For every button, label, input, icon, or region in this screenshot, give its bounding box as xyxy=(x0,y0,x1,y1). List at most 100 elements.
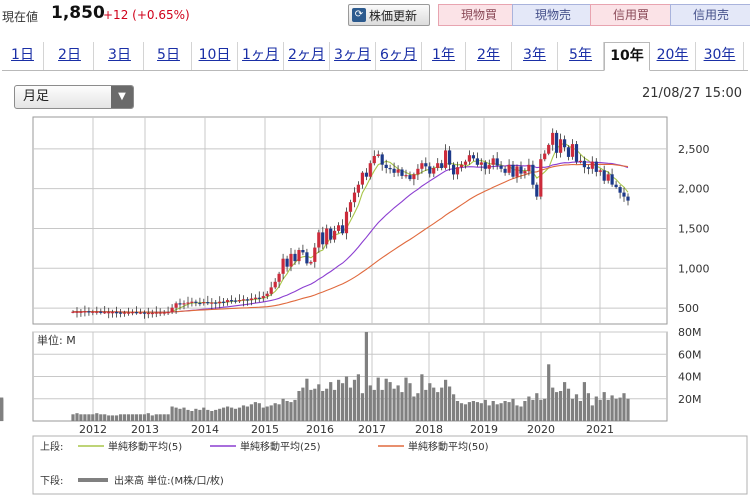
volume-bar xyxy=(400,392,404,421)
volume-bar xyxy=(467,402,471,421)
candle-body xyxy=(566,147,571,157)
tab-10y[interactable]: 10年 xyxy=(604,42,650,71)
candle-body xyxy=(487,164,491,169)
candle-body xyxy=(162,312,166,314)
candle-body xyxy=(241,299,246,301)
margin-sell-button[interactable]: 信用売 xyxy=(670,4,750,26)
candle-body xyxy=(570,144,575,157)
period-select[interactable]: 月足 ▼ xyxy=(14,85,134,109)
volume-bar xyxy=(269,405,273,421)
tab-6m[interactable]: 6ヶ月 xyxy=(376,42,422,70)
volume-bar xyxy=(325,388,329,421)
candle-body xyxy=(190,301,194,303)
candle-body xyxy=(206,302,210,304)
volume-bar xyxy=(178,408,182,421)
candle-body xyxy=(376,154,380,156)
candle-body xyxy=(602,170,606,181)
volume-tick-label: 20M xyxy=(678,393,702,406)
candle-body xyxy=(574,144,579,162)
tab-5d[interactable]: 5日 xyxy=(146,42,192,70)
volume-bar xyxy=(253,402,257,421)
margin-buy-button[interactable]: 信用買 xyxy=(590,4,672,26)
candle-body xyxy=(467,155,471,162)
tab-3y[interactable]: 3年 xyxy=(512,42,558,70)
stock-chart: 2012 2013 2014 2015 2016 2017 2018 2019 2020 2021… xyxy=(0,116,748,495)
volume-bar xyxy=(122,414,127,421)
tab-5y[interactable]: 5年 xyxy=(558,42,604,70)
refresh-price-label: 株価更新 xyxy=(369,8,418,23)
volume-bar xyxy=(79,414,83,421)
tab-1d[interactable]: 1日 xyxy=(2,42,44,70)
volume-bar xyxy=(495,404,499,421)
volume-bar xyxy=(551,387,555,421)
candle-body xyxy=(87,311,91,313)
candle-body xyxy=(594,161,598,172)
candle-body xyxy=(115,312,119,314)
volume-bar xyxy=(305,378,309,421)
volume-bar xyxy=(432,387,436,421)
tab-1y[interactable]: 1年 xyxy=(422,42,466,70)
volume-tick-label: 60M xyxy=(678,348,702,361)
volume-bar xyxy=(281,398,285,422)
candle-body xyxy=(590,161,594,169)
volume-bar xyxy=(618,397,622,421)
volume-bar xyxy=(491,401,495,421)
chevron-down-icon: ▼ xyxy=(111,86,133,108)
volume-bar xyxy=(440,387,444,421)
candle-body xyxy=(249,298,253,301)
candle-body xyxy=(210,302,214,304)
candle-body xyxy=(83,311,87,313)
tab-3m[interactable]: 3ヶ月 xyxy=(330,42,376,70)
volume-bar xyxy=(614,398,618,422)
volume-bar xyxy=(119,414,123,421)
tab-3d[interactable]: 3日 xyxy=(96,42,144,70)
tab-10d[interactable]: 10日 xyxy=(192,42,238,70)
tab-2y[interactable]: 2年 xyxy=(466,42,512,70)
volume-tick-label: 40M xyxy=(678,371,702,384)
candle-body xyxy=(614,184,618,188)
legend-item-label: 単純移動平均(25) xyxy=(240,440,321,453)
candle-body xyxy=(436,163,440,168)
candle-body xyxy=(618,187,622,193)
candle-body xyxy=(555,132,559,153)
tab-1m[interactable]: 1ヶ月 xyxy=(238,42,284,70)
candle-body xyxy=(578,160,582,162)
volume-bar xyxy=(170,406,174,421)
candle-body xyxy=(317,232,321,248)
candle-body xyxy=(503,168,507,173)
volume-bar xyxy=(126,414,131,421)
candle-body xyxy=(297,250,301,262)
volume-bar xyxy=(582,382,586,421)
cash-buy-button[interactable]: 現物買 xyxy=(438,4,520,26)
tab-2m[interactable]: 2ヶ月 xyxy=(284,42,330,70)
candle-body xyxy=(341,225,345,234)
candle-body xyxy=(356,184,360,193)
volume-bar xyxy=(424,389,428,421)
candle-body xyxy=(154,312,158,314)
candle-body xyxy=(178,303,182,305)
candle-body xyxy=(313,247,317,262)
candle-body xyxy=(531,164,535,185)
volume-bar xyxy=(107,415,111,421)
tab-20y[interactable]: 20年 xyxy=(650,42,696,70)
cash-sell-button[interactable]: 現物売 xyxy=(512,4,594,26)
volume-bar xyxy=(190,411,194,421)
volume-bar xyxy=(344,376,349,421)
candle-body xyxy=(99,311,103,313)
tab-2d[interactable]: 2日 xyxy=(46,42,94,70)
volume-bar xyxy=(463,404,468,421)
volume-bar xyxy=(360,393,364,421)
refresh-price-button[interactable]: ⟳ 株価更新 xyxy=(348,4,430,26)
candle-body xyxy=(269,287,273,294)
candle-body xyxy=(360,172,364,185)
candle-body xyxy=(622,192,626,197)
volume-bar xyxy=(448,386,452,421)
volume-bar xyxy=(348,387,353,421)
volume-bar xyxy=(186,409,190,421)
volume-bar xyxy=(622,393,626,421)
tab-30y[interactable]: 30年 xyxy=(696,42,744,70)
volume-bar xyxy=(578,401,582,421)
candle-body xyxy=(392,168,396,173)
volume-bar xyxy=(436,392,440,421)
candle-body xyxy=(321,232,325,245)
